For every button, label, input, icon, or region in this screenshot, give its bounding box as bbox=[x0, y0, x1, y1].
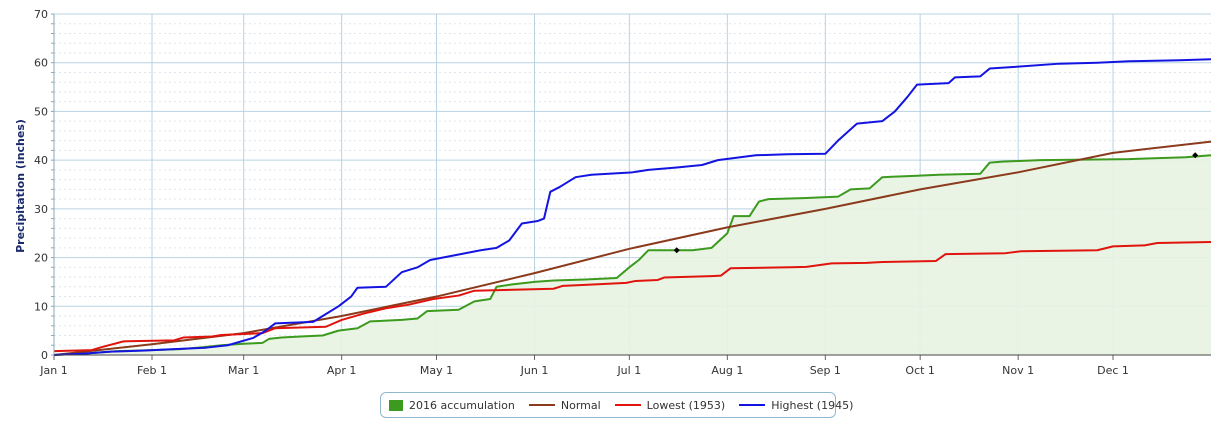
legend-label: 2016 accumulation bbox=[409, 398, 515, 412]
series-area-2016-accumulation bbox=[54, 155, 1211, 355]
series-line-2016-accumulation bbox=[53, 154, 1212, 356]
legend-swatch bbox=[739, 404, 766, 406]
legend-item-lowest[interactable]: Lowest (1953) bbox=[614, 398, 726, 412]
x-tick-label: Jul 1 bbox=[616, 364, 641, 377]
series-layer bbox=[53, 58, 1212, 356]
legend-label: Lowest (1953) bbox=[646, 398, 726, 412]
y-tick-label: 70 bbox=[34, 8, 48, 21]
x-tick-label: Nov 1 bbox=[1002, 364, 1034, 377]
axes: 0 10 20 30 40 50 60 70 Jan 1 Feb 1 Mar 1 Apr 1 May 1… bbox=[34, 8, 1211, 377]
x-tick-label: Apr 1 bbox=[327, 364, 357, 377]
y-tick-label: 20 bbox=[34, 252, 48, 265]
data-point-marker bbox=[1192, 152, 1199, 159]
legend-swatch bbox=[528, 404, 555, 406]
legend-item-normal[interactable]: Normal bbox=[528, 398, 601, 412]
data-point-marker bbox=[673, 247, 680, 254]
y-tick-label: 50 bbox=[34, 105, 48, 118]
x-tick-label: Aug 1 bbox=[711, 364, 743, 377]
legend-item-2016-accumulation[interactable]: 2016 accumulation bbox=[389, 399, 515, 412]
x-tick-label: Dec 1 bbox=[1097, 364, 1129, 377]
x-tick-label: Jan 1 bbox=[39, 364, 67, 377]
x-tick-label: Sep 1 bbox=[810, 364, 841, 377]
y-axis-title: Precipitation (inches) bbox=[14, 119, 27, 253]
x-tick-label: Mar 1 bbox=[228, 364, 259, 377]
legend-label: Highest (1945) bbox=[771, 398, 854, 412]
legend-item-highest[interactable]: Highest (1945) bbox=[739, 399, 853, 412]
y-tick-label: 0 bbox=[41, 349, 48, 362]
legend: 2016 accumulation Normal Lowest (1953) H… bbox=[380, 392, 853, 418]
y-tick-label: 60 bbox=[34, 57, 48, 70]
legend-label: Normal bbox=[560, 398, 601, 412]
y-tick-label: 30 bbox=[34, 203, 48, 216]
x-tick-label: Jun 1 bbox=[520, 364, 549, 377]
series-line-lowest-1953 bbox=[53, 240, 1212, 353]
x-tick-label: Feb 1 bbox=[137, 364, 167, 377]
y-tick-label: 40 bbox=[34, 154, 48, 167]
x-tick-label: May 1 bbox=[420, 364, 453, 377]
legend-swatch bbox=[389, 399, 403, 411]
x-tick-label: Oct 1 bbox=[905, 364, 935, 377]
legend-swatch bbox=[614, 404, 641, 406]
y-tick-label: 10 bbox=[34, 300, 48, 313]
series-line-highest-1945 bbox=[53, 58, 1212, 356]
